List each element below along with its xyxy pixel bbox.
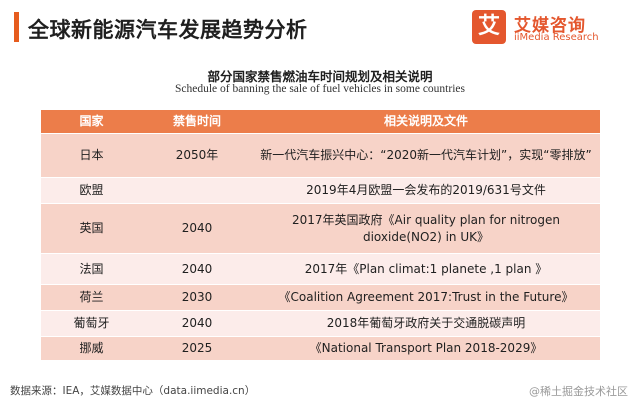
logo-name-cn: 艾媒咨询 bbox=[514, 16, 586, 36]
cell-note: 2019年4月欧盟一会发布的2019/631号文件 bbox=[306, 183, 546, 197]
cell-time: 2025 bbox=[181, 341, 213, 355]
cell-country: 法国 bbox=[79, 261, 104, 276]
cell-note: 新一代汽车振兴中心：“2020新一代汽车计划”，实现“零排放” bbox=[260, 148, 592, 162]
cell-note: 2018年葡萄牙政府关于交通脱碳声明 bbox=[326, 316, 526, 330]
cell-note: 《Coalition Agreement 2017:Trust in the F… bbox=[278, 290, 574, 304]
cell-country: 葡萄牙 bbox=[73, 316, 110, 330]
ban-schedule-table: 国家 禁售时间 相关说明及文件 日本 2050年 新一代汽车振兴中心：“2020… bbox=[41, 110, 600, 361]
cell-time: 2030 bbox=[181, 290, 213, 304]
table-title-en: Schedule of banning the sale of fuel veh… bbox=[175, 83, 465, 95]
header-ban-time: 禁售时间 bbox=[172, 114, 221, 128]
cell-time: 2040 bbox=[181, 221, 213, 235]
cell-time: 2040 bbox=[181, 261, 213, 276]
cell-country: 英国 bbox=[79, 221, 104, 235]
cell-country: 日本 bbox=[79, 148, 104, 162]
cell-note: 《National Transport Plan 2018-2029》 bbox=[309, 341, 543, 355]
cell-time: 2040 bbox=[181, 316, 213, 330]
table-row: 英国 2040 2017年英国政府《Air quality plan for n… bbox=[41, 204, 600, 254]
cell-country: 挪威 bbox=[79, 341, 104, 355]
cell-time bbox=[142, 178, 252, 203]
page-title: 全球新能源汽车发展趋势分析 bbox=[28, 18, 308, 42]
logo-name-en: iiMedia Research bbox=[514, 32, 599, 43]
table-header-row: 国家 禁售时间 相关说明及文件 bbox=[41, 110, 600, 134]
table-row: 日本 2050年 新一代汽车振兴中心：“2020新一代汽车计划”，实现“零排放” bbox=[41, 134, 600, 178]
cell-country: 欧盟 bbox=[79, 183, 104, 197]
brand-logo: 艾 艾媒咨询 iiMedia Research bbox=[472, 10, 628, 46]
cell-note: 2017年英国政府《Air quality plan for nitrogen … bbox=[292, 212, 560, 244]
table-row: 葡萄牙 2040 2018年葡萄牙政府关于交通脱碳声明 bbox=[41, 311, 600, 337]
table-row: 荷兰 2030 《Coalition Agreement 2017:Trust … bbox=[41, 285, 600, 311]
table-row: 欧盟 2019年4月欧盟一会发布的2019/631号文件 bbox=[41, 178, 600, 204]
table-title-cn: 部分国家禁售燃油车时间规划及相关说明 bbox=[207, 69, 433, 84]
cell-time: 2050年 bbox=[175, 148, 219, 162]
table-row: 法国 2040 2017年《Plan climat:1 planete ,1 p… bbox=[41, 254, 600, 285]
cell-note: 2017年《Plan climat:1 planete ,1 plan 》 bbox=[304, 261, 548, 276]
data-source-note: 数据来源：IEA，艾媒数据中心（data.iimedia.cn） bbox=[10, 385, 256, 397]
table-row: 挪威 2025 《National Transport Plan 2018-20… bbox=[41, 337, 600, 361]
watermark: @稀土掘金技术社区 bbox=[529, 385, 628, 398]
header-country: 国家 bbox=[79, 114, 104, 128]
title-accent-bar bbox=[14, 12, 19, 42]
logo-mark-icon: 艾 bbox=[472, 10, 506, 44]
header-notes: 相关说明及文件 bbox=[383, 114, 468, 128]
cell-country: 荷兰 bbox=[79, 290, 104, 304]
